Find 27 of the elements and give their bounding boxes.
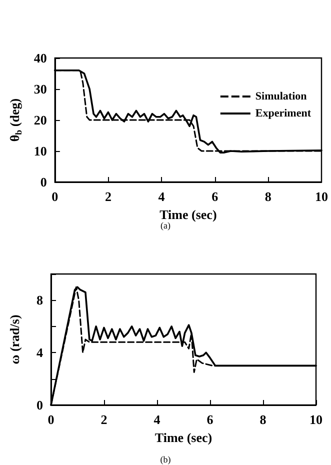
text: (b) <box>160 454 171 464</box>
x-tick-label: 4 <box>154 412 161 427</box>
x-tick-label: 4 <box>158 189 166 204</box>
y-tick-label: 30 <box>34 82 47 96</box>
text: (a) <box>160 220 171 230</box>
y-tick-label: 8 <box>36 292 44 308</box>
y-tick-label: 20 <box>34 112 47 128</box>
legend-label: Simulation <box>255 90 307 102</box>
y-tick-label: 4 <box>36 345 44 360</box>
x-tick-label: 10 <box>315 189 328 204</box>
x-axis-title: Time (sec) <box>154 430 212 445</box>
x-tick-label: 8 <box>260 412 267 427</box>
x-tick-label: 2 <box>104 189 112 204</box>
y-tick-label: 0 <box>36 398 43 412</box>
x-tick-label: 6 <box>206 412 214 427</box>
x-tick-label: 10 <box>310 412 322 427</box>
x-axis-title: Time (sec) <box>160 206 217 222</box>
x-tick-label: 0 <box>52 189 58 204</box>
x-tick-label: 8 <box>264 189 272 204</box>
x-tick-label: 6 <box>212 189 219 204</box>
y-tick-label: 40 <box>34 50 47 66</box>
y-axis-title: θb (deg) <box>7 98 24 142</box>
y-axis-title: ω (rad/s) <box>7 314 22 364</box>
legend-label: Experiment <box>255 108 312 120</box>
y-tick-label: 10 <box>34 144 47 158</box>
x-tick-label: 2 <box>100 412 108 427</box>
y-tick-label: 0 <box>40 174 47 190</box>
